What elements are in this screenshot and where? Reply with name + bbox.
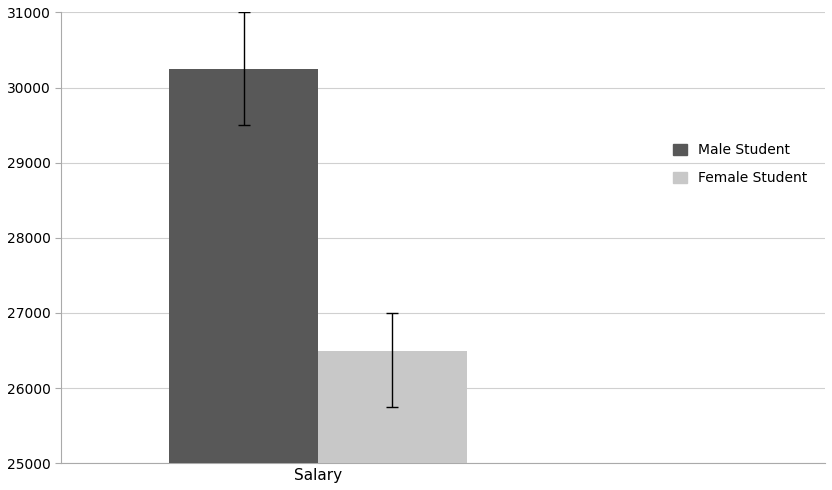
Bar (318, 350, 467, 490)
Bar (170, 69, 318, 490)
Legend: Male Student, Female Student: Male Student, Female Student (661, 132, 818, 196)
